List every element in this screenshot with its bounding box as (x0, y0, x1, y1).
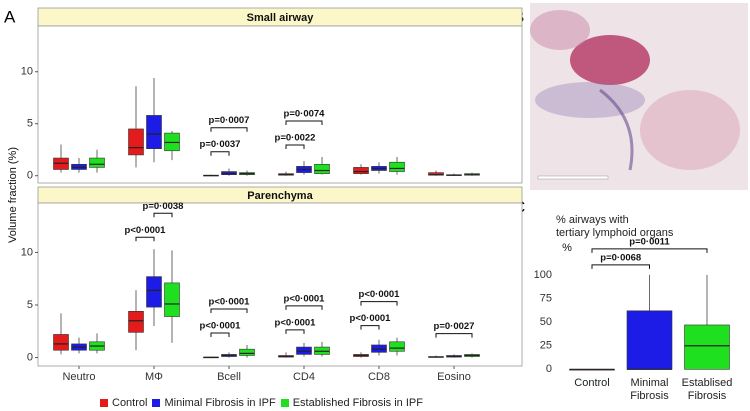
legend-swatch (280, 399, 289, 407)
x-tick-label: Control (574, 377, 610, 389)
image-blob (530, 10, 590, 50)
y-axis-label: % (562, 242, 572, 254)
plot-frame (37, 25, 523, 184)
significance-bracket (285, 305, 323, 310)
box (89, 157, 105, 168)
legend-swatch (152, 399, 161, 407)
x-tick-label: Establised Fibrosis (681, 377, 733, 402)
significance-label: p<0·0001 (284, 293, 326, 304)
image-blob (640, 90, 740, 170)
y-tick-label: 0 (27, 170, 33, 182)
box (146, 276, 162, 308)
significance-bracket (210, 127, 248, 132)
significance-bracket (591, 248, 708, 253)
significance-bracket (210, 332, 230, 337)
legend: Control Minimal Fibrosis in IPF Establishe… (100, 397, 425, 409)
significance-bracket (210, 151, 230, 156)
legend-label: Control (112, 397, 148, 409)
y-axis-label: Volume fraction (%) (7, 147, 19, 243)
box (626, 310, 673, 370)
histology-image (530, 3, 748, 190)
significance-label: p=0·0074 (284, 109, 326, 120)
significance-label: p=0·0011 (629, 236, 670, 247)
significance-label: p=0·0007 (209, 115, 250, 126)
significance-label: p<0·0001 (350, 313, 392, 324)
x-tick-label: Eosino (437, 371, 471, 383)
x-tick-label: Minimal Fibrosis (630, 377, 669, 402)
image-structure (599, 88, 634, 171)
significance-label: p=0·0027 (434, 321, 475, 332)
box (146, 115, 162, 149)
image-blob (570, 35, 650, 85)
box (128, 311, 144, 333)
significance-bracket (153, 212, 173, 218)
significance-bracket (285, 144, 305, 150)
significance-bracket (360, 301, 398, 306)
significance-label: p<0·0001 (359, 289, 401, 300)
box (353, 167, 369, 174)
facet-title: Small airway (247, 12, 315, 24)
y-tick-label: 10 (21, 66, 33, 78)
box (53, 334, 69, 351)
significance-bracket (285, 120, 323, 126)
legend-swatch (100, 399, 108, 407)
significance-label: p<0·0001 (200, 320, 242, 331)
box (684, 324, 730, 370)
y-tick-label: 100 (534, 269, 552, 281)
y-tick-label: 25 (540, 340, 552, 352)
x-tick-label: Neutro (62, 371, 95, 383)
significance-bracket (210, 308, 248, 313)
significance-label: p=0·0038 (143, 201, 184, 212)
box (314, 163, 330, 174)
x-tick-label: MΦ (145, 371, 163, 383)
x-tick-label: Bcell (217, 371, 241, 383)
significance-label: p<0·0001 (125, 225, 167, 236)
box (239, 348, 255, 356)
y-tick-label: 75 (540, 292, 552, 304)
significance-label: p=0·0022 (275, 133, 316, 144)
x-tick-label: CD8 (368, 371, 390, 383)
y-tick-label: 5 (27, 299, 33, 311)
y-tick-label: 0 (546, 363, 552, 375)
box (389, 161, 405, 172)
significance-label: p=0·0068 (600, 252, 641, 263)
significance-label: p=0·0037 (200, 139, 241, 150)
significance-bracket (360, 325, 380, 330)
legend-label: Established Fibrosis in IPF (292, 397, 423, 409)
significance-bracket (285, 329, 305, 334)
significance-label: p<0·0001 (275, 317, 317, 328)
x-tick-label: CD4 (293, 371, 315, 383)
panel-letter: A (4, 7, 16, 26)
box (128, 128, 144, 156)
significance-label: p<0·0001 (209, 296, 251, 307)
chart-title: % airways with tertiary lymphoid organs (556, 214, 674, 239)
significance-bracket (135, 236, 155, 242)
legend-label: Minimal Fibrosis in IPF (164, 397, 276, 409)
y-tick-label: 5 (27, 118, 33, 130)
image-blob (535, 82, 645, 118)
y-tick-label: 50 (540, 316, 552, 328)
plot-frame (37, 202, 523, 367)
significance-bracket (435, 333, 473, 338)
facet-title: Parenchyma (247, 190, 313, 202)
scale-bar (537, 175, 609, 180)
y-tick-label: 10 (21, 246, 33, 258)
box (389, 341, 405, 352)
y-tick-label: 0 (27, 351, 33, 363)
box (164, 282, 180, 317)
significance-bracket (591, 264, 650, 269)
